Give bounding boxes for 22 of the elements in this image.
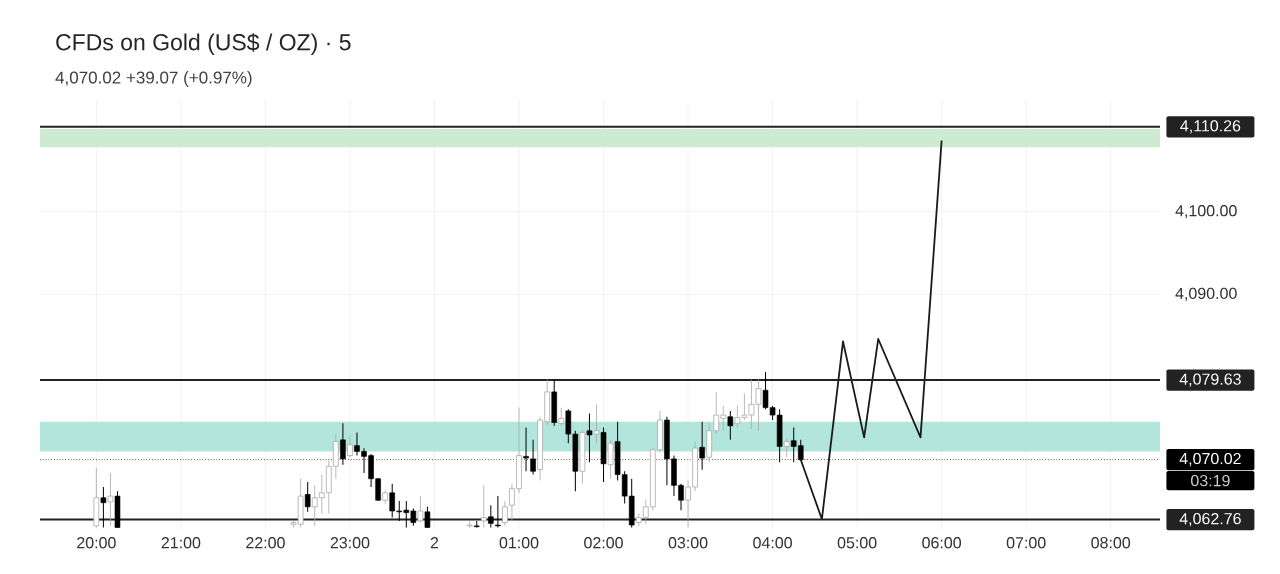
x-tick-label: 20:00 [77, 537, 116, 549]
x-tick-label: 07:00 [1006, 537, 1046, 549]
x-tick-label: 23:00 [330, 537, 370, 549]
y-tick-label: 4,090.00 [1175, 287, 1237, 301]
x-tick-label: 2 [430, 537, 439, 549]
x-tick-label: 04:00 [753, 537, 792, 549]
x-tick-label: 02:00 [584, 537, 623, 549]
ref-line-label: 4,062.76 [1179, 512, 1241, 527]
x-tick-label: 05:00 [837, 537, 877, 549]
x-tick-label: 01:00 [499, 537, 539, 549]
x-tick-label: 22:00 [246, 537, 285, 549]
y-tick-label: 4,100.00 [1175, 205, 1237, 219]
x-tick-label: 08:00 [1091, 537, 1131, 549]
x-tick-label: 21:00 [161, 537, 201, 549]
text: 03:19 [1191, 474, 1230, 487]
ref-line-label: 4,070.02 [1179, 452, 1241, 467]
ref-line-label: 4,110.26 [1180, 120, 1241, 134]
x-tick-label: 03:00 [668, 537, 708, 549]
x-tick-label: 06:00 [922, 537, 962, 549]
chart-subtitle: 4,070.02 +39.07 (+0.97%) [55, 71, 252, 87]
ref-line-label: 4,079.63 [1179, 373, 1241, 387]
chart-title: CFDs on Gold (US$ / OZ) · 5 [56, 33, 351, 55]
